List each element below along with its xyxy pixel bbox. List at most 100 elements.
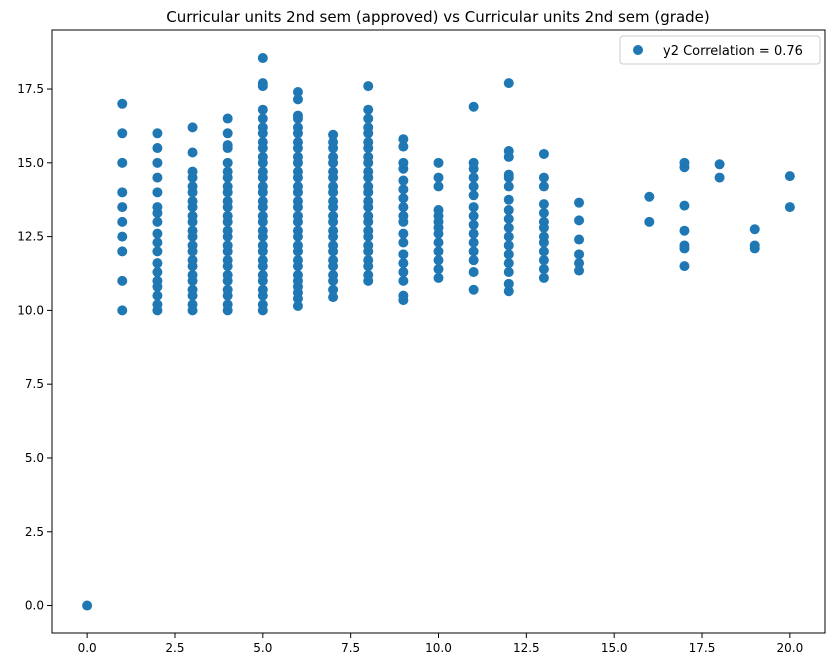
y-tick-label: 5.0 bbox=[25, 451, 44, 465]
data-point bbox=[187, 122, 198, 133]
data-point bbox=[152, 246, 163, 257]
data-point bbox=[222, 210, 233, 221]
data-point bbox=[328, 255, 339, 266]
data-point bbox=[117, 275, 128, 286]
data-point bbox=[222, 240, 233, 251]
data-point bbox=[328, 269, 339, 280]
y-tick-label: 0.0 bbox=[25, 599, 44, 613]
data-point bbox=[257, 137, 268, 148]
data-point bbox=[398, 193, 409, 204]
data-point bbox=[117, 187, 128, 198]
data-point bbox=[292, 300, 303, 311]
data-point bbox=[538, 264, 549, 275]
data-point bbox=[292, 151, 303, 162]
data-point bbox=[363, 196, 374, 207]
data-point bbox=[152, 267, 163, 278]
data-point bbox=[328, 225, 339, 236]
data-point bbox=[257, 225, 268, 236]
data-point bbox=[538, 231, 549, 242]
legend-box bbox=[619, 35, 821, 65]
data-point bbox=[292, 86, 303, 97]
data-point bbox=[363, 269, 374, 280]
data-point bbox=[328, 137, 339, 148]
data-point bbox=[503, 194, 514, 205]
data-point bbox=[574, 234, 585, 245]
data-points bbox=[82, 53, 795, 611]
data-point bbox=[292, 225, 303, 236]
data-point bbox=[187, 255, 198, 266]
data-point bbox=[187, 196, 198, 207]
data-point bbox=[257, 122, 268, 133]
data-point bbox=[257, 181, 268, 192]
x-tick-label: 7.5 bbox=[341, 641, 360, 655]
data-point bbox=[538, 272, 549, 283]
data-point bbox=[433, 172, 444, 183]
y-tick-label: 15.0 bbox=[17, 156, 44, 170]
y-axis: 0.0 2.5 5.0 7.5 10.0 12.5 15.0 17.5 bbox=[17, 82, 52, 613]
data-point bbox=[433, 246, 444, 257]
data-point bbox=[398, 141, 409, 152]
data-point bbox=[749, 224, 760, 235]
data-point bbox=[468, 284, 479, 295]
data-point bbox=[222, 128, 233, 139]
data-point bbox=[292, 210, 303, 221]
data-point bbox=[117, 305, 128, 316]
data-point bbox=[292, 181, 303, 192]
data-point bbox=[503, 286, 514, 297]
data-point bbox=[363, 81, 374, 92]
data-point bbox=[574, 249, 585, 260]
data-point bbox=[503, 205, 514, 216]
data-point bbox=[117, 246, 128, 257]
data-point bbox=[679, 240, 690, 251]
data-point bbox=[503, 231, 514, 242]
data-point bbox=[398, 202, 409, 213]
data-point bbox=[363, 240, 374, 251]
data-point bbox=[538, 199, 549, 210]
data-point bbox=[503, 258, 514, 269]
y-tick-label: 12.5 bbox=[17, 230, 44, 244]
data-point bbox=[433, 272, 444, 283]
data-point bbox=[644, 216, 655, 227]
data-point bbox=[398, 228, 409, 239]
x-tick-label: 10.0 bbox=[425, 641, 452, 655]
data-point bbox=[398, 134, 409, 145]
data-point bbox=[363, 137, 374, 148]
data-point bbox=[574, 215, 585, 226]
data-point bbox=[187, 147, 198, 158]
x-axis: 0.0 2.5 5.0 7.5 10.0 12.5 15.0 17.5 20.0 bbox=[78, 633, 804, 655]
data-point bbox=[644, 191, 655, 202]
data-point bbox=[503, 267, 514, 278]
data-point bbox=[257, 269, 268, 280]
data-point bbox=[679, 157, 690, 168]
data-point bbox=[257, 151, 268, 162]
data-point bbox=[222, 255, 233, 266]
legend: y2 Correlation = 0.76 bbox=[619, 35, 821, 65]
data-point bbox=[538, 181, 549, 192]
y-tick-label: 10.0 bbox=[17, 303, 44, 317]
data-point bbox=[222, 157, 233, 168]
x-tick-label: 5.0 bbox=[253, 641, 272, 655]
data-point bbox=[82, 600, 93, 611]
data-point bbox=[433, 237, 444, 248]
y-tick-label: 17.5 bbox=[17, 82, 44, 96]
data-point bbox=[328, 151, 339, 162]
data-point bbox=[292, 122, 303, 133]
x-tick-label: 20.0 bbox=[777, 641, 804, 655]
data-point bbox=[328, 166, 339, 177]
y-tick-label: 2.5 bbox=[25, 525, 44, 539]
data-point bbox=[152, 202, 163, 213]
data-point bbox=[468, 101, 479, 112]
legend-marker bbox=[633, 45, 643, 55]
data-point bbox=[503, 146, 514, 157]
data-point bbox=[574, 258, 585, 269]
data-point bbox=[714, 159, 725, 170]
data-point bbox=[117, 128, 128, 139]
data-point bbox=[328, 129, 339, 140]
data-point bbox=[398, 175, 409, 186]
data-point bbox=[468, 228, 479, 239]
data-point bbox=[292, 137, 303, 148]
data-point bbox=[363, 104, 374, 115]
data-point bbox=[328, 292, 339, 303]
data-point bbox=[257, 113, 268, 124]
data-point bbox=[433, 255, 444, 266]
